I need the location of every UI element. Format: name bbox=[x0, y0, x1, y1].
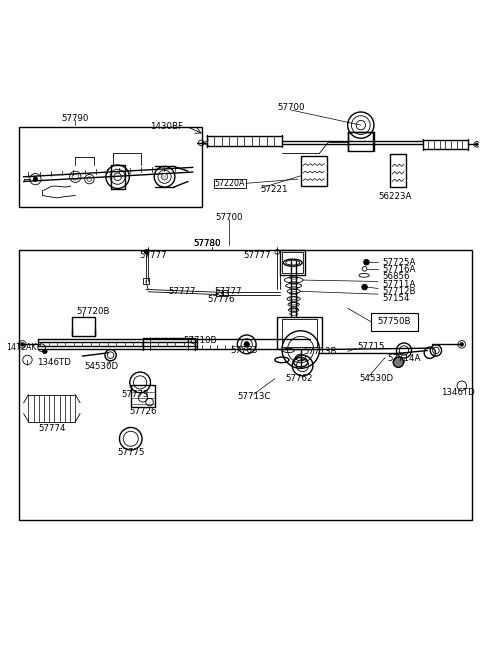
Text: 57762: 57762 bbox=[286, 374, 313, 383]
Circle shape bbox=[362, 284, 367, 290]
Text: 57750B: 57750B bbox=[378, 317, 411, 326]
Text: 57773: 57773 bbox=[122, 390, 149, 399]
Bar bbox=[216, 290, 222, 296]
Text: 57774: 57774 bbox=[38, 424, 66, 433]
Bar bbox=[371, 313, 418, 331]
Text: 56223A: 56223A bbox=[378, 192, 411, 201]
Bar bbox=[72, 317, 95, 336]
Text: 57220A: 57220A bbox=[215, 179, 245, 188]
Bar bbox=[131, 385, 155, 407]
Text: 57777: 57777 bbox=[244, 251, 271, 260]
Text: 57700: 57700 bbox=[216, 213, 243, 222]
Bar bbox=[282, 320, 317, 347]
Text: 1346TD: 1346TD bbox=[441, 388, 475, 397]
Text: 57712B: 57712B bbox=[383, 287, 416, 296]
Text: 1430BF: 1430BF bbox=[150, 122, 183, 131]
Circle shape bbox=[43, 349, 47, 354]
Bar bbox=[19, 250, 472, 521]
Text: 1346TD: 1346TD bbox=[37, 358, 71, 367]
Bar bbox=[277, 317, 322, 349]
Text: 57700: 57700 bbox=[277, 103, 305, 112]
Text: 54530D: 54530D bbox=[360, 374, 394, 383]
Text: 1472AK: 1472AK bbox=[6, 343, 37, 352]
Text: 57713B: 57713B bbox=[303, 347, 336, 356]
Text: 57775: 57775 bbox=[117, 448, 144, 457]
Bar bbox=[19, 128, 202, 207]
Circle shape bbox=[364, 260, 369, 265]
Text: 57780: 57780 bbox=[193, 239, 220, 248]
Bar bbox=[223, 290, 228, 296]
Circle shape bbox=[33, 177, 38, 181]
Text: 57777: 57777 bbox=[168, 287, 196, 296]
Text: 57221: 57221 bbox=[261, 186, 288, 194]
Text: 57777: 57777 bbox=[139, 251, 167, 260]
Circle shape bbox=[21, 343, 24, 346]
Text: 57714A: 57714A bbox=[387, 354, 421, 364]
Bar bbox=[144, 278, 149, 284]
Circle shape bbox=[460, 343, 464, 346]
Text: 57154: 57154 bbox=[383, 294, 410, 303]
Text: 57790: 57790 bbox=[61, 114, 89, 122]
Text: 57780: 57780 bbox=[193, 239, 220, 248]
Bar bbox=[300, 156, 326, 186]
Circle shape bbox=[244, 341, 250, 347]
Circle shape bbox=[161, 173, 168, 180]
Text: 57711A: 57711A bbox=[383, 281, 416, 289]
Text: 57776: 57776 bbox=[207, 295, 235, 304]
Circle shape bbox=[393, 357, 404, 368]
Text: 57726: 57726 bbox=[129, 407, 156, 416]
Bar bbox=[214, 179, 246, 188]
Text: 57763: 57763 bbox=[230, 347, 258, 355]
Bar bbox=[279, 250, 305, 275]
Text: 57710B: 57710B bbox=[183, 336, 217, 345]
Text: 57725A: 57725A bbox=[383, 258, 416, 267]
Text: 57716A: 57716A bbox=[383, 266, 416, 274]
Bar bbox=[282, 252, 303, 273]
Bar bbox=[390, 154, 407, 187]
Text: 57715: 57715 bbox=[357, 342, 384, 351]
Text: 56856: 56856 bbox=[383, 272, 410, 281]
Circle shape bbox=[144, 250, 149, 254]
Bar bbox=[348, 132, 373, 151]
Text: 57713C: 57713C bbox=[237, 392, 271, 401]
Text: 57777: 57777 bbox=[215, 287, 242, 296]
Text: 57720B: 57720B bbox=[76, 307, 110, 315]
Circle shape bbox=[475, 143, 478, 146]
Text: 54530D: 54530D bbox=[84, 362, 118, 371]
